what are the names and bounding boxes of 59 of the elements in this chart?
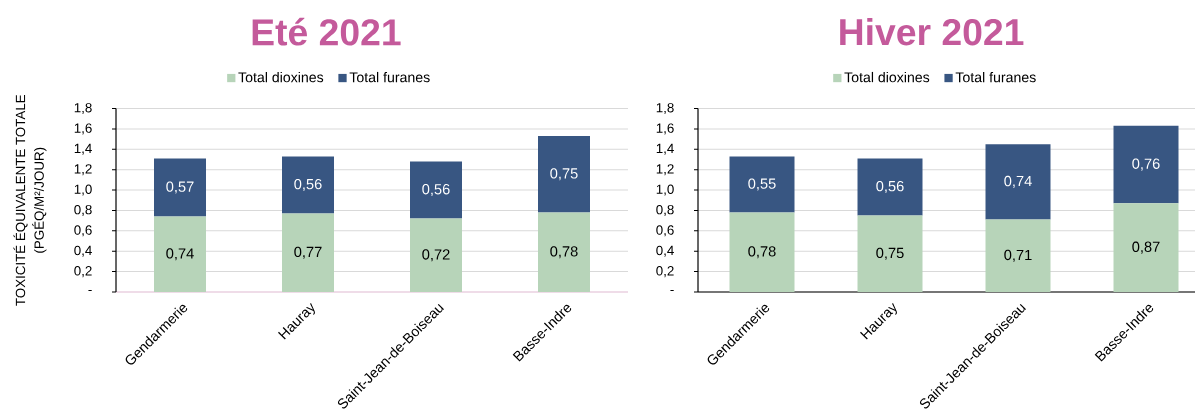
y-axis-title: TOXICITÉ ÉQUIVALENTE TOTALE (PGÉQ/M²/JOUR) <box>13 94 47 306</box>
data-label: 0,71 <box>1004 249 1032 262</box>
data-label: 0,72 <box>422 249 450 262</box>
data-label: 0,78 <box>550 246 578 259</box>
legend-label: Total furanes <box>349 71 430 83</box>
bar <box>1113 125 1179 204</box>
bar <box>729 156 795 213</box>
y-tick-label: 1,8 <box>656 103 674 115</box>
y-tick-label: 0,2 <box>74 266 92 278</box>
bar <box>985 144 1051 220</box>
y-tick-label: - <box>670 289 674 291</box>
data-label: 0,55 <box>748 178 776 191</box>
data-label: 0,77 <box>294 246 322 259</box>
y-tick-label: 1,0 <box>74 184 92 196</box>
y-tick-label: - <box>88 289 92 291</box>
bar <box>282 156 334 214</box>
bar <box>538 212 590 292</box>
bar <box>857 158 923 216</box>
data-label: 0,57 <box>166 181 194 194</box>
legend-label: Total dioxines <box>844 71 930 83</box>
y-tick-label: 0,6 <box>656 225 674 237</box>
data-label: 0,74 <box>1004 175 1032 188</box>
y-tick-label: 1,6 <box>74 123 92 135</box>
legend-label: Total dioxines <box>238 71 324 83</box>
bar <box>985 219 1051 292</box>
bar <box>410 161 462 219</box>
bar <box>538 136 590 213</box>
chart-title: Hiver 2021 <box>840 18 1024 46</box>
bar <box>282 213 334 292</box>
data-label: 0,75 <box>876 247 904 260</box>
bar <box>154 158 207 217</box>
data-label: 0,78 <box>748 246 776 259</box>
y-tick-label: 0,8 <box>74 204 92 216</box>
y-tick-label: 0,4 <box>74 245 92 257</box>
chart-title: Eté 2021 <box>252 17 401 46</box>
y-tick-label: 1,4 <box>656 143 674 155</box>
bar <box>410 218 462 292</box>
legend-label: Total furanes <box>955 71 1036 83</box>
bar <box>857 215 923 292</box>
data-label: 0,87 <box>1132 241 1160 254</box>
data-label: 0,56 <box>294 178 322 192</box>
y-tick-label: 1,4 <box>74 143 92 155</box>
bar <box>729 212 795 292</box>
data-label: 0,76 <box>1132 158 1160 171</box>
y-tick-label: 1,2 <box>74 164 92 176</box>
data-label: 0,56 <box>422 184 450 197</box>
data-label: 0,56 <box>876 180 904 194</box>
y-tick-label: 0,6 <box>74 225 92 237</box>
data-label: 0,74 <box>166 248 194 261</box>
y-tick-label: 1,8 <box>74 103 92 115</box>
data-label: 0,75 <box>550 168 578 181</box>
bar <box>1113 203 1179 292</box>
y-tick-label: 0,4 <box>656 245 674 257</box>
y-tick-label: 1,0 <box>656 184 674 196</box>
y-tick-label: 1,2 <box>656 164 674 176</box>
y-tick-label: 0,8 <box>656 204 674 216</box>
y-tick-label: 1,6 <box>656 123 674 135</box>
y-tick-label: 0,2 <box>656 266 674 278</box>
bar <box>154 216 207 292</box>
